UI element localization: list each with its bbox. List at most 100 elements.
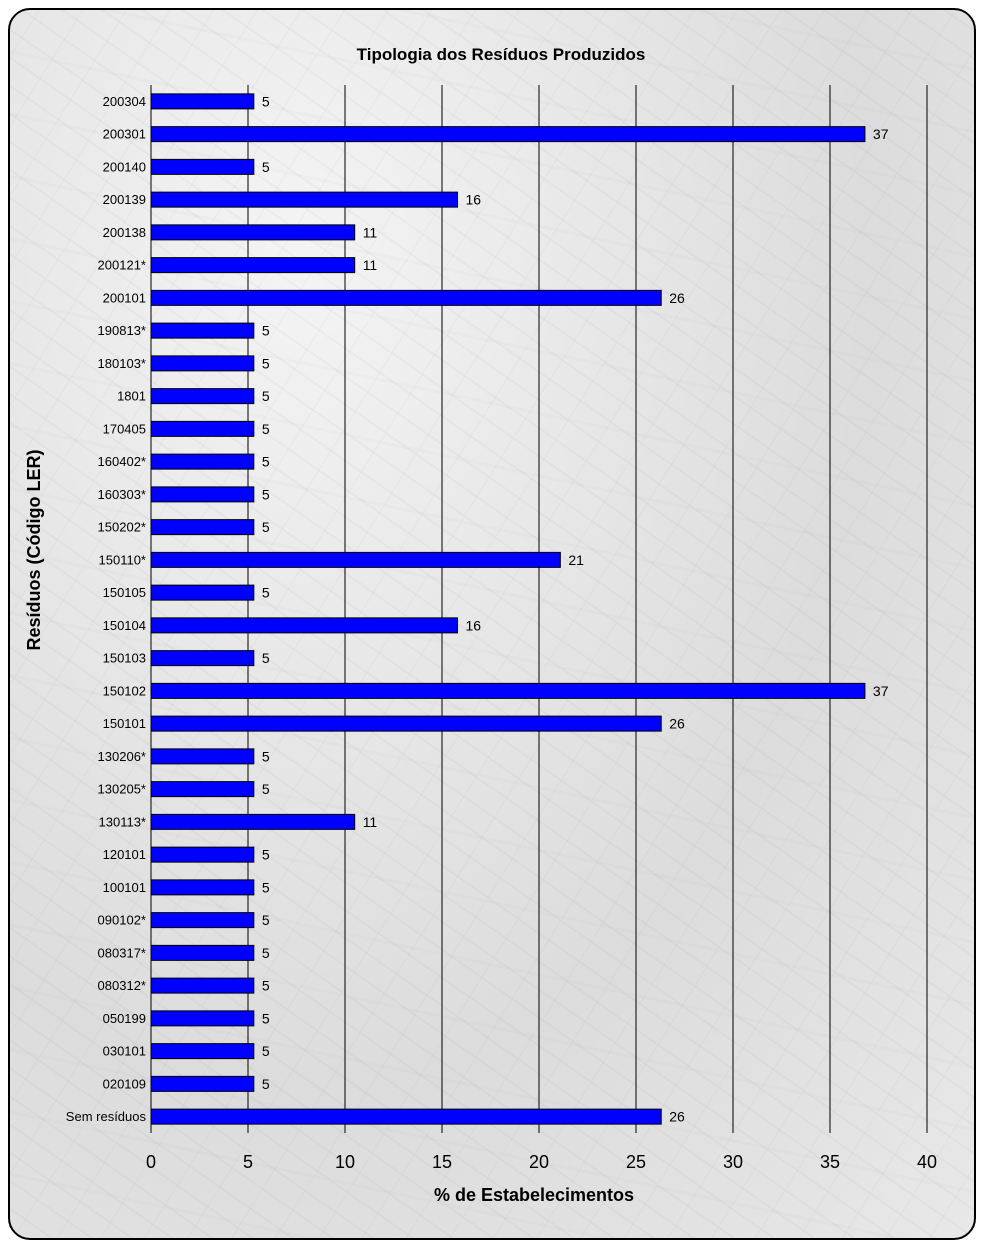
data-label: 5 — [262, 388, 270, 404]
bar — [150, 224, 356, 241]
bar — [150, 879, 255, 896]
category-label: 150105 — [103, 585, 146, 600]
category-label: 030101 — [103, 1044, 146, 1059]
data-label: 5 — [262, 748, 270, 764]
bar — [150, 781, 255, 798]
category-label: 190813* — [98, 323, 146, 338]
category-label: Sem resíduos — [66, 1109, 147, 1124]
category-label: 160303* — [98, 487, 146, 502]
category-label: 200304 — [103, 94, 146, 109]
bar — [150, 388, 255, 405]
category-label: 150101 — [103, 716, 146, 731]
category-label: 170405 — [103, 421, 146, 436]
bar — [150, 912, 255, 929]
data-label: 11 — [363, 257, 378, 273]
bar — [150, 551, 561, 568]
bar — [150, 617, 459, 634]
bar — [150, 93, 255, 110]
data-label: 5 — [262, 781, 270, 797]
bar — [150, 977, 255, 994]
category-label: 200140 — [103, 159, 146, 174]
x-tick-label: 5 — [243, 1152, 253, 1172]
gridlines — [247, 85, 928, 1133]
bar — [150, 355, 255, 372]
category-label: 130206* — [98, 749, 146, 764]
category-label: 020109 — [103, 1076, 146, 1091]
bars — [150, 93, 866, 1125]
x-tick-labels: 0 5 10 15 20 25 30 35 40 — [146, 1152, 937, 1172]
bar — [150, 158, 255, 175]
category-label: 130205* — [98, 782, 146, 797]
bar — [150, 650, 255, 667]
bar — [150, 584, 255, 601]
data-label: 5 — [262, 650, 270, 666]
bar — [150, 486, 255, 503]
category-label: 200101 — [103, 290, 146, 305]
data-label: 11 — [363, 814, 378, 830]
data-label: 5 — [262, 879, 270, 895]
bar — [150, 748, 255, 765]
bar — [150, 1075, 255, 1092]
category-label: 1801 — [117, 389, 146, 404]
y-axis-label: Resíduos (Código LER) — [24, 450, 44, 651]
data-label: 26 — [669, 290, 685, 306]
bar — [150, 126, 866, 143]
data-label: 5 — [262, 1010, 270, 1026]
category-label: 080312* — [98, 978, 146, 993]
data-label: 5 — [262, 847, 270, 863]
data-label: 26 — [669, 1109, 685, 1125]
data-label: 5 — [262, 486, 270, 502]
category-label: 150103 — [103, 651, 146, 666]
x-axis-label: % de Estabelecimentos — [434, 1185, 634, 1205]
category-label: 150202* — [98, 520, 146, 535]
bar — [150, 846, 255, 863]
data-label: 5 — [262, 355, 270, 371]
value-labels: 5 37 5 16 11 11 26 5 5 5 5 5 5 5 21 5 16 5 37 26 5 5 11 5 5 5 5 5 5 5… — [262, 93, 889, 1124]
bar — [150, 682, 866, 699]
data-label: 5 — [262, 323, 270, 339]
category-label: 080317* — [98, 945, 146, 960]
bar — [150, 1010, 255, 1027]
data-label: 37 — [873, 683, 889, 699]
bar — [150, 191, 459, 208]
category-label: 130113* — [99, 814, 146, 829]
bar — [150, 1108, 662, 1125]
data-label: 5 — [262, 519, 270, 535]
bar — [150, 289, 662, 306]
data-label: 5 — [262, 454, 270, 470]
category-label: 180103* — [98, 356, 146, 371]
category-labels: 200304 200301 200140 200139 200138 200121* 200… — [66, 94, 147, 1124]
x-tick-label: 30 — [723, 1152, 743, 1172]
bar — [150, 453, 255, 470]
category-label: 200138 — [103, 225, 146, 240]
category-label: 150110* — [99, 552, 146, 567]
data-label: 26 — [669, 716, 685, 732]
bar — [150, 322, 255, 339]
data-label: 37 — [873, 126, 889, 142]
data-label: 5 — [262, 93, 270, 109]
data-label: 5 — [262, 585, 270, 601]
category-label: 100101 — [103, 880, 146, 895]
bar — [150, 420, 255, 437]
bar — [150, 944, 255, 961]
category-label: 090102* — [98, 913, 146, 928]
data-label: 5 — [262, 159, 270, 175]
data-label: 11 — [363, 224, 378, 240]
category-label: 200301 — [103, 127, 146, 142]
bar — [150, 519, 255, 536]
bar — [150, 715, 662, 732]
bar — [150, 1043, 255, 1060]
data-label: 5 — [262, 1043, 270, 1059]
data-label: 16 — [466, 617, 482, 633]
data-label: 5 — [262, 912, 270, 928]
data-label: 16 — [466, 192, 482, 208]
data-label: 5 — [262, 1076, 270, 1092]
x-tick-label: 40 — [917, 1152, 937, 1172]
bar — [150, 257, 356, 274]
bar — [150, 813, 356, 830]
chart-title: Tipologia dos Resíduos Produzidos — [357, 45, 646, 64]
category-label: 050199 — [103, 1011, 146, 1026]
x-tick-label: 25 — [626, 1152, 646, 1172]
data-label: 21 — [568, 552, 584, 568]
